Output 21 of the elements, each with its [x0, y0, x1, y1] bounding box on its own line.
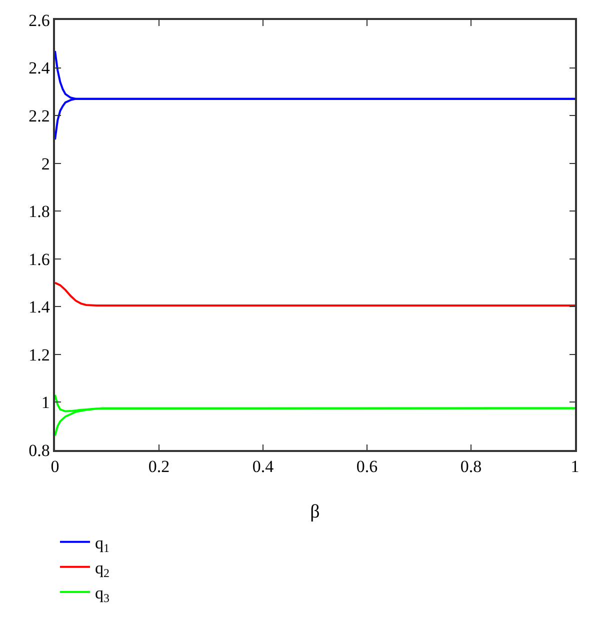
- y-tick-label: 1.8: [28, 202, 50, 222]
- x-tick-label: 0.6: [356, 457, 378, 476]
- y-tick-label: 1: [41, 393, 50, 412]
- x-tick-label: 0.2: [148, 457, 170, 476]
- x-tick-label: 0.4: [252, 457, 274, 476]
- x-tick-label: 1: [570, 457, 580, 476]
- legend-label: q$_{2}$: [95, 558, 110, 580]
- y-tick-label: 1.6: [28, 250, 50, 269]
- line-series: [55, 282, 575, 306]
- y-tick-label: 2: [41, 154, 50, 174]
- y-tick-label: 1.4: [28, 298, 50, 317]
- y-tick-label: 1.2: [28, 345, 50, 364]
- y-tick-label: 2.4: [28, 58, 50, 78]
- x-tick-label: 0.8: [460, 457, 482, 476]
- legend-label: q$_{3}$: [95, 584, 110, 606]
- x-axis-title: β: [310, 502, 320, 522]
- y-tick-label: 0.8: [28, 440, 50, 460]
- y-tick-label: 2.6: [28, 10, 50, 30]
- y-tick-label: 2.2: [28, 106, 50, 126]
- legend-label: q$_{1}$: [95, 533, 110, 556]
- x-tick-label: 0: [50, 457, 60, 476]
